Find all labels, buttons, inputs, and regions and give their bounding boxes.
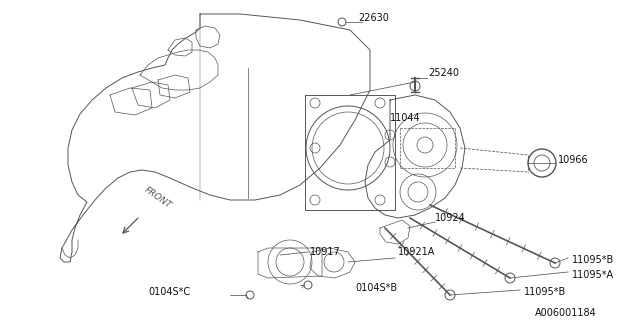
Text: 25240: 25240 (428, 68, 459, 78)
Text: 11095*A: 11095*A (572, 270, 614, 280)
Text: 0104S*B: 0104S*B (355, 283, 397, 293)
Text: 11095*B: 11095*B (524, 287, 566, 297)
Text: 10917: 10917 (310, 247, 340, 257)
Text: 10921A: 10921A (398, 247, 435, 257)
Text: 10924: 10924 (435, 213, 466, 223)
Text: 22630: 22630 (358, 13, 389, 23)
Text: 11095*B: 11095*B (572, 255, 614, 265)
Text: FRONT: FRONT (143, 185, 173, 210)
Text: 11044: 11044 (390, 113, 420, 123)
Text: 0104S*C: 0104S*C (148, 287, 190, 297)
Text: A006001184: A006001184 (535, 308, 596, 318)
Text: 10966: 10966 (558, 155, 589, 165)
